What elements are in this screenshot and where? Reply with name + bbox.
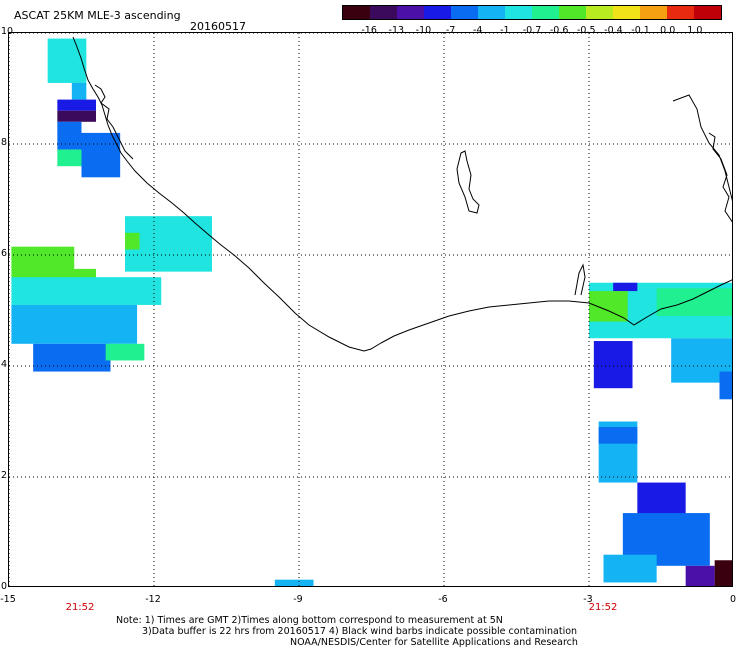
- y-tick-label: 10: [1, 26, 14, 37]
- chart-title: ASCAT 25KM MLE-3 ascending: [14, 9, 181, 22]
- x-tick-label: -12: [145, 594, 161, 605]
- x-tick-label: -6: [438, 594, 448, 605]
- color-scale-label: -0.6: [549, 25, 569, 36]
- color-scale-segment: [343, 6, 370, 19]
- wind-swath-cell: [11, 246, 75, 280]
- map-panel: [8, 32, 733, 587]
- color-scale-segment: [532, 6, 559, 19]
- wind-swath-cell: [57, 110, 96, 122]
- color-scale-segment: [505, 6, 532, 19]
- color-scale-segment: [694, 6, 721, 19]
- wind-swath-layer: [11, 38, 732, 586]
- color-scale-label: -13: [388, 25, 405, 36]
- color-scale-segment: [559, 6, 586, 19]
- pass-time-right: 21:52: [588, 602, 618, 613]
- wind-swath-cell: [719, 371, 732, 400]
- coastline-north-detail: [94, 84, 134, 160]
- wind-swath-cell: [71, 82, 87, 100]
- wind-swath-cell: [33, 343, 111, 372]
- wind-swath-cell: [714, 560, 732, 586]
- color-scale-segment: [478, 6, 505, 19]
- graticule: [9, 33, 732, 586]
- note-line-3: NOAA/NESDIS/Center for Satellite Applica…: [290, 637, 578, 648]
- color-scale-segment: [586, 6, 613, 19]
- wind-swath-cell: [598, 427, 638, 444]
- map-canvas: [9, 33, 732, 586]
- color-scale-label: -7: [445, 25, 456, 36]
- chart-date: 20160517: [190, 20, 246, 33]
- wind-swath-cell: [603, 554, 657, 583]
- wind-swath-cell: [71, 268, 96, 280]
- coastline-east-lagoon: [708, 132, 732, 223]
- y-tick-label: 4: [1, 359, 8, 370]
- coastline-small-inlet: [574, 263, 586, 296]
- wind-swath-cell: [57, 149, 82, 167]
- wind-swath-cell: [57, 121, 82, 150]
- y-tick-label: 8: [1, 137, 8, 148]
- color-scale-label: -1: [500, 25, 510, 36]
- wind-swath-cell: [593, 341, 633, 389]
- color-scale-label: -0.7: [522, 25, 542, 36]
- coastline-west-africa: [72, 36, 732, 352]
- color-scale-segment: [640, 6, 667, 19]
- note-line-2: 3)Data buffer is 22 hrs from 20160517 4)…: [142, 626, 578, 637]
- color-scale-segment: [667, 6, 694, 19]
- color-scale-segment: [451, 6, 478, 19]
- color-scale-segment: [613, 6, 640, 19]
- color-scale-segment: [397, 6, 424, 19]
- coastline-bioko: [456, 150, 480, 214]
- color-scale-segment: [424, 6, 451, 19]
- wind-swath-cell: [274, 579, 314, 586]
- x-tick-label: -3: [583, 594, 593, 605]
- wind-swath-cell: [656, 288, 732, 317]
- x-tick-label: -15: [0, 594, 16, 605]
- pass-time-left: 21:52: [65, 602, 95, 613]
- color-scale-segment: [370, 6, 397, 19]
- color-scale-bar: [342, 5, 722, 20]
- wind-swath-cell: [47, 38, 87, 83]
- wind-swath-cell: [81, 132, 121, 178]
- coastline: [72, 36, 732, 352]
- y-tick-label: 6: [1, 248, 8, 259]
- wind-swath-cell: [105, 343, 145, 361]
- x-tick-label: -9: [293, 594, 303, 605]
- color-scale-label: -10: [415, 25, 432, 36]
- y-tick-label: 2: [1, 470, 8, 481]
- coastline-east-inlet: [672, 94, 732, 202]
- wind-swath-cell: [125, 232, 140, 250]
- color-scale-label: 0.0: [660, 25, 676, 36]
- wind-swath-cell: [57, 99, 96, 111]
- note-line-1: Note: 1) Times are GMT 2)Times along bot…: [116, 615, 503, 626]
- color-scale-label: -4: [472, 25, 483, 36]
- wind-swath-cell: [685, 565, 715, 586]
- y-tick-label: 0: [1, 581, 8, 592]
- color-scale-label: -0.1: [631, 25, 650, 36]
- x-tick-label: 0: [729, 594, 737, 605]
- color-scale-label: -0.4: [604, 25, 623, 36]
- color-scale-label: -0.5: [577, 25, 596, 36]
- wind-swath-cell: [11, 277, 162, 305]
- wind-swath-cell: [613, 282, 638, 292]
- color-scale-label: -16: [361, 25, 377, 36]
- wind-swath-cell: [11, 304, 138, 344]
- color-scale-label: 1.0: [687, 25, 703, 36]
